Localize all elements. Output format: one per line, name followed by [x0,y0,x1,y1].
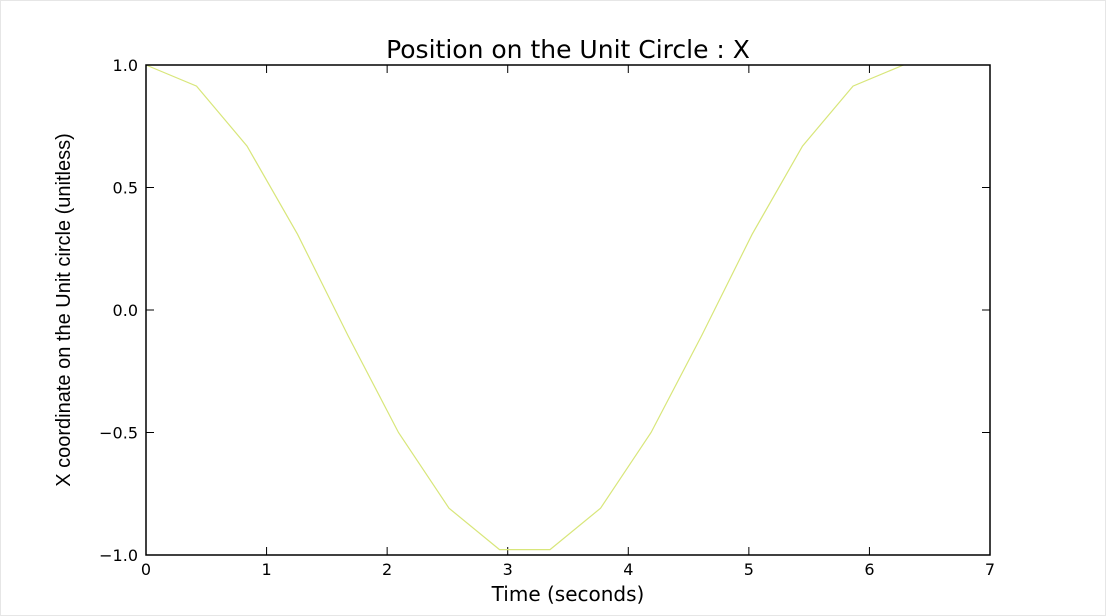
x-tick-label: 2 [382,560,392,579]
y-tick-label: −1.0 [99,546,138,565]
y-tick-label: −0.5 [99,424,138,443]
x-tick-label: 7 [985,560,995,579]
chart-title: Position on the Unit Circle : X [386,35,750,64]
y-tick-label: 0.0 [113,301,138,320]
x-tick-label: 0 [141,560,151,579]
x-axis-label: Time (seconds) [491,582,645,606]
x-tick-label: 5 [744,560,754,579]
series-layer [145,64,904,551]
series-line-0 [145,64,904,551]
x-tick-label: 6 [864,560,874,579]
x-tick-label: 3 [503,560,513,579]
plot-border [145,64,991,556]
plot-area [146,65,990,555]
y-axis-ticks: 1.0 0.5 0.0 −0.5 −1.0 [99,56,990,565]
y-tick-label: 1.0 [113,56,138,75]
x-tick-label: 4 [623,560,633,579]
x-tick-label: 1 [261,560,271,579]
y-tick-label: 0.5 [113,179,138,198]
y-axis-label: X coordinate on the Unit circle (unitles… [53,133,75,487]
